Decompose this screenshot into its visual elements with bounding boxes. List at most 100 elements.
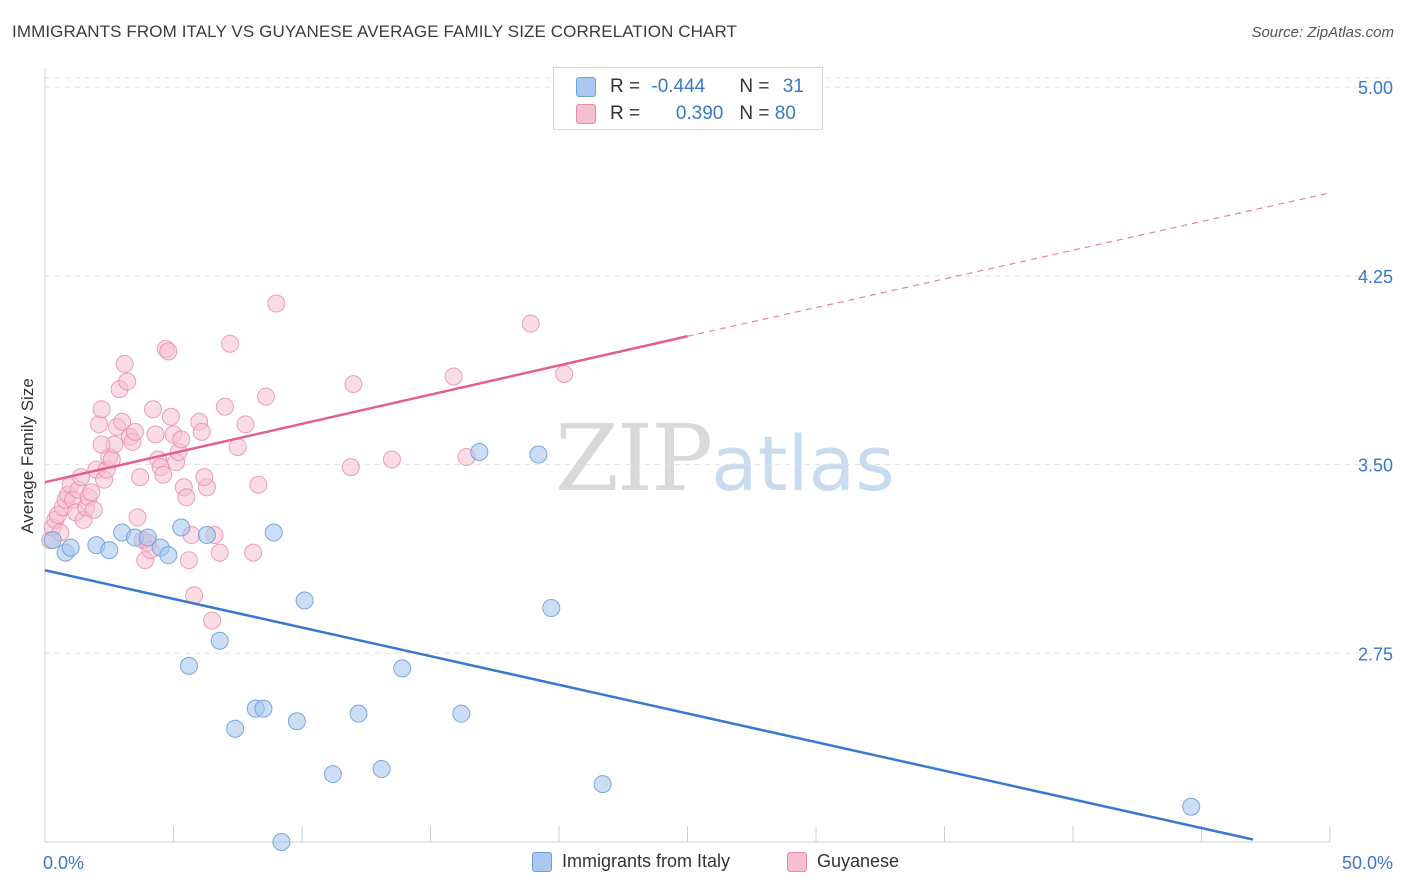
guyanese-trend-extension	[687, 192, 1331, 337]
guyanese-points	[41, 294, 574, 630]
italy-point	[1182, 797, 1201, 816]
italy-n-value: 31	[782, 76, 804, 97]
y-tick-label: 2.75	[1358, 644, 1393, 664]
italy-point	[295, 591, 314, 610]
guyanese-point	[172, 430, 191, 449]
italy-point	[470, 443, 489, 461]
legend-italy-swatch	[532, 851, 552, 872]
guyanese-point	[257, 387, 276, 406]
guyanese-point	[92, 400, 111, 419]
grid-lines	[45, 77, 1395, 654]
guyanese-point	[128, 508, 147, 527]
guyanese-point	[267, 294, 286, 313]
guyanese-point	[249, 475, 268, 494]
guyanese-point	[125, 422, 144, 441]
guyanese-point	[215, 397, 234, 416]
guyanese-point	[555, 365, 574, 383]
italy-point	[542, 599, 561, 617]
italy-points	[43, 443, 1201, 851]
y-tick-label: 3.50	[1358, 456, 1393, 476]
guyanese-point	[203, 611, 222, 630]
italy-point	[393, 659, 412, 678]
italy-point	[172, 518, 191, 537]
guyanese-point	[179, 551, 198, 570]
italy-r-label: R =	[610, 76, 646, 97]
italy-point	[43, 531, 62, 550]
guyanese-point	[143, 400, 162, 419]
y-tick-label: 4.25	[1358, 267, 1393, 287]
italy-trend-line	[44, 569, 1254, 841]
guyanese-point	[89, 415, 108, 434]
guyanese-point	[244, 543, 263, 562]
italy-point	[197, 526, 216, 545]
guyanese-n-label: N =	[739, 103, 775, 124]
italy-point	[179, 656, 198, 675]
italy-point	[210, 631, 229, 650]
watermark-atlas: atlas	[711, 419, 895, 508]
italy-point	[323, 765, 342, 784]
guyanese-point	[344, 375, 363, 394]
italy-point	[61, 538, 80, 557]
guyanese-point	[341, 458, 360, 477]
italy-point	[349, 704, 368, 723]
axes	[44, 68, 1331, 843]
guyanese-point	[118, 372, 137, 391]
legend-guyanese-label: Guyanese	[817, 851, 900, 871]
guyanese-n-value: 80	[774, 103, 796, 124]
italy-point	[529, 445, 548, 464]
guyanese-point	[521, 314, 540, 333]
guyanese-point	[192, 422, 211, 441]
series-legend: Immigrants from Italy Guyanese	[0, 851, 1406, 879]
italy-point	[372, 760, 391, 779]
stats-row-guyanese: R = 0.390 N = 80	[576, 101, 796, 127]
italy-point	[272, 833, 291, 851]
italy-point	[264, 523, 283, 542]
x-tick-label-max: 50.0%	[1342, 853, 1393, 873]
guyanese-point	[92, 435, 111, 454]
y-tick-label: 5.00	[1358, 78, 1393, 98]
guyanese-point	[161, 407, 180, 426]
guyanese-point	[382, 450, 401, 469]
italy-point	[452, 704, 471, 723]
source-credit: Source: ZipAtlas.com	[1251, 24, 1394, 41]
guyanese-point	[113, 412, 132, 431]
trend-lines	[44, 192, 1331, 841]
italy-point	[287, 712, 306, 731]
guyanese-point	[195, 468, 214, 487]
guyanese-point	[159, 342, 178, 361]
italy-r-value: -0.444	[651, 76, 706, 97]
italy-point	[159, 546, 178, 565]
italy-point	[138, 528, 157, 547]
legend-italy-label: Immigrants from Italy	[562, 851, 731, 871]
italy-point	[254, 699, 273, 718]
stats-legend: R = -0.444 N = 31 R = 0.390 N = 80	[553, 67, 823, 130]
tick-labels: 2.75 3.50 4.25 5.00 0.0% 50.0%	[43, 78, 1393, 873]
x-tick-label-min: 0.0%	[43, 853, 84, 873]
guyanese-point	[82, 483, 101, 502]
guyanese-point	[115, 354, 134, 373]
italy-swatch	[576, 77, 596, 97]
guyanese-point	[131, 468, 150, 487]
guyanese-point	[71, 468, 90, 487]
guyanese-point	[154, 465, 173, 484]
guyanese-point	[210, 543, 229, 562]
legend-guyanese-swatch	[787, 851, 807, 872]
guyanese-point	[177, 488, 196, 507]
italy-point	[593, 775, 612, 794]
italy-point	[226, 719, 245, 738]
guyanese-trend-line	[44, 335, 688, 484]
legend-item-italy[interactable]: Immigrants from Italy	[532, 851, 730, 872]
guyanese-point	[444, 367, 463, 386]
legend-item-guyanese[interactable]: Guyanese	[787, 851, 899, 872]
guyanese-swatch	[576, 104, 596, 124]
zipatlas-watermark: ZIPatlas	[555, 405, 895, 512]
guyanese-r-label: R =	[610, 103, 646, 124]
guyanese-point	[221, 334, 240, 353]
italy-point	[100, 541, 119, 560]
italy-n-label: N =	[739, 76, 775, 97]
guyanese-point	[84, 500, 103, 519]
guyanese-r-value: 0.390	[675, 103, 724, 124]
guyanese-point	[146, 425, 165, 444]
watermark-zip: ZIP	[555, 405, 713, 512]
